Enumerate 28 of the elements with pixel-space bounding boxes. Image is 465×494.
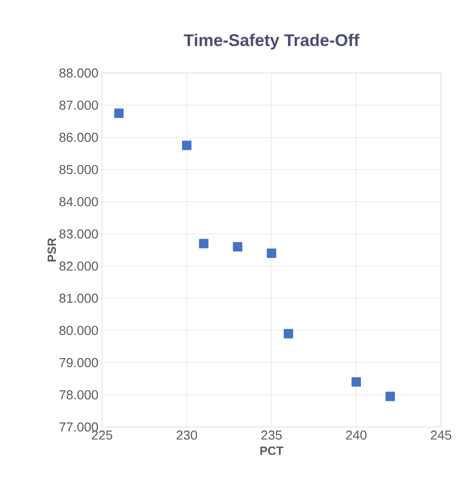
y-tick-label: 86.000	[59, 132, 98, 142]
point	[199, 238, 208, 248]
y-tick-label: 77.000	[60, 422, 98, 432]
x-tick-label: 240	[346, 430, 367, 440]
point	[266, 248, 276, 258]
chart-title: Time-Safety Trade-Off	[184, 34, 360, 50]
y-tick-label: 83.000	[59, 229, 98, 238]
x-axis-title: PCT	[260, 446, 284, 455]
point	[232, 242, 242, 252]
x-tick-label: 230	[176, 430, 198, 440]
point	[385, 392, 395, 402]
y-tick-label: 84.000	[59, 197, 98, 206]
y-tick-label: 85.000	[59, 164, 98, 174]
y-tick-label: 88.000	[59, 68, 98, 78]
point	[114, 108, 124, 118]
point	[284, 328, 294, 338]
y-axis-title: PSR	[48, 238, 56, 262]
y-tick-label: 79.000	[60, 358, 98, 368]
point	[352, 377, 361, 387]
x-tick-label: 225	[92, 430, 112, 440]
x-tick-label: 235	[261, 430, 282, 440]
point	[182, 140, 192, 150]
y-tick-label: 78.000	[60, 390, 98, 400]
y-tick-label: 81.000	[59, 294, 98, 303]
y-tick-label: 82.000	[59, 262, 98, 271]
x-tick-label: 245	[430, 430, 452, 440]
y-tick-label: 80.000	[59, 326, 98, 336]
y-tick-label: 87.000	[59, 100, 98, 110]
